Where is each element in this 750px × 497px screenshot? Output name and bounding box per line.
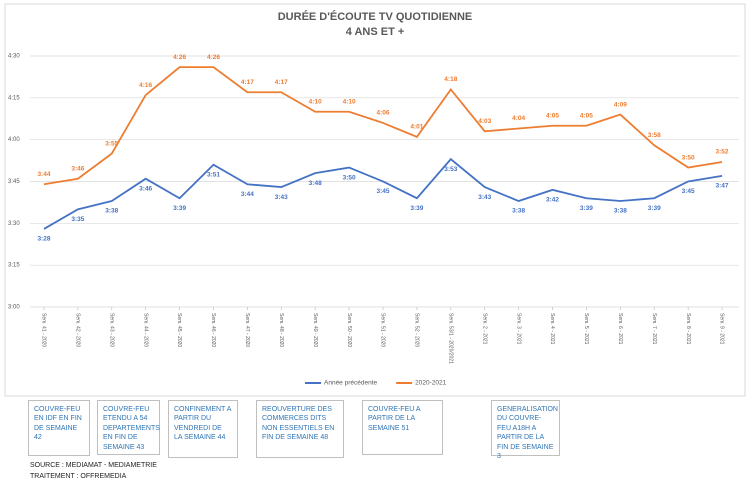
x-tick-label: Sem. 53/1 - 2020/2021 <box>447 313 453 364</box>
data-label: 4:17 <box>275 79 288 86</box>
chart-frame <box>4 3 746 397</box>
data-label: 3:43 <box>275 194 288 201</box>
annotation-box: COUVRE-FEU EN IDF EN FIN DE SEMAINE 42 <box>28 400 90 456</box>
data-label: 4:06 <box>376 110 389 117</box>
source-text: TRAITEMENT : OFFREMEDIA <box>30 473 127 480</box>
data-label: 4:10 <box>309 98 322 105</box>
data-label: 3:44 <box>37 171 50 178</box>
y-tick-label: 3:15 <box>8 263 20 269</box>
data-label: 3:46 <box>71 165 84 172</box>
data-label: 4:01 <box>410 124 423 131</box>
data-label: 3:50 <box>343 174 356 181</box>
series-line <box>43 157 723 230</box>
x-tick-label: Sem. 47 - 2020 <box>244 313 250 347</box>
data-label: 3:48 <box>309 180 322 187</box>
data-label: 3:35 <box>71 216 84 223</box>
data-label: 3:52 <box>716 149 729 156</box>
data-label: 4:10 <box>343 98 356 105</box>
legend-label: 2020-2021 <box>415 380 446 387</box>
data-label: 3:43 <box>478 194 491 201</box>
data-label: 3:58 <box>648 132 661 139</box>
data-label: 3:39 <box>410 205 423 212</box>
legend-label: Année précédente <box>324 380 378 387</box>
data-label: 3:28 <box>37 236 50 243</box>
y-tick-label: 3:45 <box>8 179 20 185</box>
chart-title: DURÉE D'ÉCOUTE TV QUOTIDIENNE <box>278 10 473 23</box>
data-label: 3:38 <box>512 208 525 215</box>
data-label: 4:09 <box>614 101 627 108</box>
y-tick-label: 4:00 <box>8 137 20 143</box>
x-tick-label: Sem. 43 - 2020 <box>108 313 114 347</box>
data-label: 4:17 <box>241 79 254 86</box>
annotation-box: COUVRE-FEU ETENDU A 54 DEPARTEMENTS EN F… <box>97 400 160 455</box>
data-label: 4:05 <box>580 112 593 119</box>
x-tick-label: Sem. 9 - 2021 <box>719 313 725 345</box>
x-tick-label: Sem. 41 - 2020 <box>41 313 47 347</box>
data-label: 3:47 <box>716 183 729 190</box>
y-tick-label: 4:15 <box>8 95 20 101</box>
x-tick-label: Sem. 4 - 2021 <box>549 313 555 345</box>
x-tick-label: Sem. 8 - 2021 <box>685 313 691 345</box>
data-label: 3:42 <box>546 197 559 204</box>
annotation-box: REOUVERTURE DES COMMERCES DITS NON ESSEN… <box>256 400 344 458</box>
data-label: 3:39 <box>173 205 186 212</box>
data-label: 3:38 <box>614 208 627 215</box>
source-text: SOURCE : MEDIAMAT - MEDIAMETRIE <box>30 462 157 469</box>
chart: DURÉE D'ÉCOUTE TV QUOTIDIENNE 4 ANS ET +… <box>4 3 746 397</box>
data-label: 3:50 <box>682 154 695 161</box>
x-tick-label: Sem. 52 - 2020 <box>414 313 420 347</box>
x-tick-label: Sem. 7 - 2021 <box>651 313 657 345</box>
data-label: 3:53 <box>444 166 457 173</box>
annotation-box: COUVRE-FEU A PARTIR DE LA SEMAINE 51 <box>362 400 443 455</box>
x-tick-label: Sem. 48 - 2020 <box>278 313 284 347</box>
data-label: 3:51 <box>207 171 220 178</box>
data-label: 3:44 <box>241 191 254 198</box>
x-tick-label: Sem. 51 - 2020 <box>380 313 386 347</box>
data-label: 3:39 <box>580 205 593 212</box>
data-label: 4:16 <box>139 82 152 89</box>
x-tick-label: Sem. 5 - 2021 <box>583 313 589 345</box>
x-tick-label: Sem. 45 - 2020 <box>176 313 182 347</box>
data-label: 3:39 <box>648 205 661 212</box>
data-label: 3:45 <box>376 188 389 195</box>
x-tick-label: Sem. 42 - 2020 <box>75 313 81 347</box>
y-tick-label: 3:30 <box>8 221 20 227</box>
x-tick-label: Sem. 50 - 2020 <box>346 313 352 347</box>
x-tick-label: Sem. 49 - 2020 <box>312 313 318 347</box>
y-tick-label: 4:30 <box>8 54 20 60</box>
annotation-box: CONFINEMENT A PARTIR DU VENDREDI DE LA S… <box>168 400 238 458</box>
data-label: 4:26 <box>207 54 220 61</box>
data-label: 3:55 <box>105 140 118 147</box>
x-tick-label: Sem. 44 - 2020 <box>142 313 148 347</box>
x-tick-label: Sem. 46 - 2020 <box>210 313 216 347</box>
series-line <box>43 66 723 186</box>
data-label: 4:18 <box>444 76 457 83</box>
data-label: 3:45 <box>682 188 695 195</box>
x-tick-label: Sem. 3 - 2021 <box>515 313 521 345</box>
data-label: 4:26 <box>173 54 186 61</box>
data-label: 3:46 <box>139 185 152 192</box>
annotation-box: GENERALISATION DU COUVRE-FEU A18H A PART… <box>491 400 560 460</box>
data-label: 3:38 <box>105 208 118 215</box>
data-label: 4:05 <box>546 112 559 119</box>
data-label: 4:04 <box>512 115 525 122</box>
chart-subtitle: 4 ANS ET + <box>346 26 405 38</box>
data-label: 4:03 <box>478 118 491 125</box>
y-tick-label: 3:00 <box>8 305 20 311</box>
x-tick-label: Sem. 6 - 2021 <box>617 313 623 345</box>
x-tick-label: Sem. 2 - 2021 <box>481 313 487 345</box>
